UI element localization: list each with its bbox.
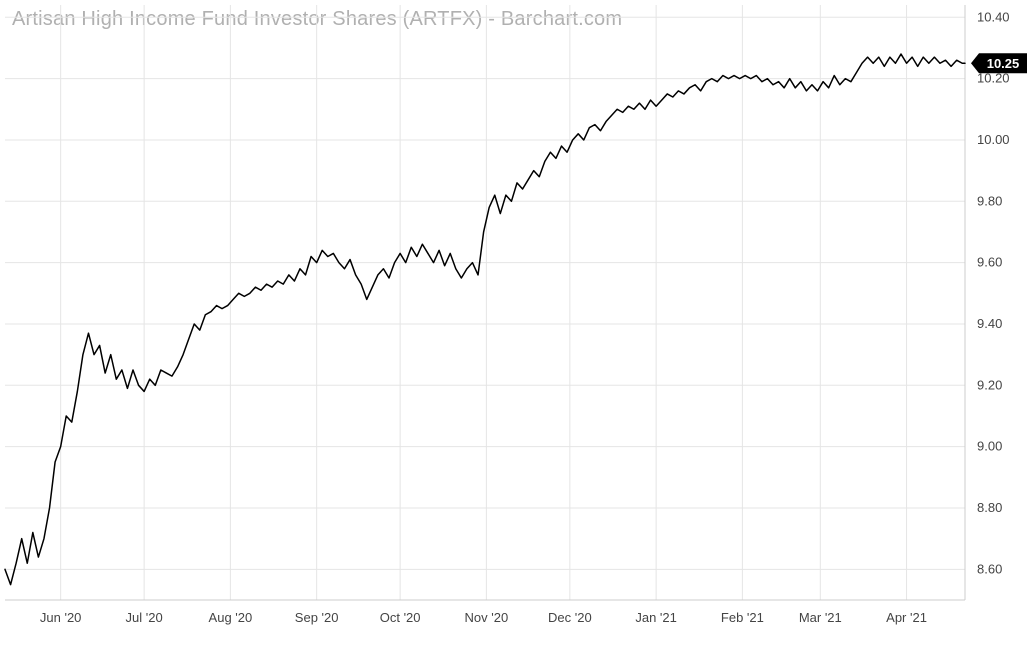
x-axis-label: Sep '20	[295, 610, 339, 625]
x-axis-label: Nov '20	[465, 610, 509, 625]
x-axis-label: Mar '21	[799, 610, 842, 625]
y-axis-label: 9.80	[977, 193, 1002, 208]
chart-svg: 8.608.809.009.209.409.609.8010.0010.2010…	[0, 0, 1030, 645]
y-axis-label: 9.40	[977, 316, 1002, 331]
x-axis-label: Dec '20	[548, 610, 592, 625]
last-price-value: 10.25	[987, 56, 1020, 71]
x-axis-label: Oct '20	[380, 610, 421, 625]
y-axis-label: 8.60	[977, 561, 1002, 576]
price-chart: Artisan High Income Fund Investor Shares…	[0, 0, 1030, 645]
x-axis-label: Apr '21	[886, 610, 927, 625]
x-axis-label: Jan '21	[635, 610, 677, 625]
y-axis-label: 10.00	[977, 132, 1010, 147]
x-axis-label: Jul '20	[126, 610, 163, 625]
price-line	[5, 54, 965, 585]
x-axis-label: Feb '21	[721, 610, 764, 625]
y-axis-label: 8.80	[977, 500, 1002, 515]
y-axis-label: 9.20	[977, 377, 1002, 392]
x-axis-label: Jun '20	[40, 610, 82, 625]
y-axis-label: 9.60	[977, 255, 1002, 270]
x-axis-label: Aug '20	[209, 610, 253, 625]
y-axis-label: 10.40	[977, 9, 1010, 24]
y-axis-label: 9.00	[977, 439, 1002, 454]
